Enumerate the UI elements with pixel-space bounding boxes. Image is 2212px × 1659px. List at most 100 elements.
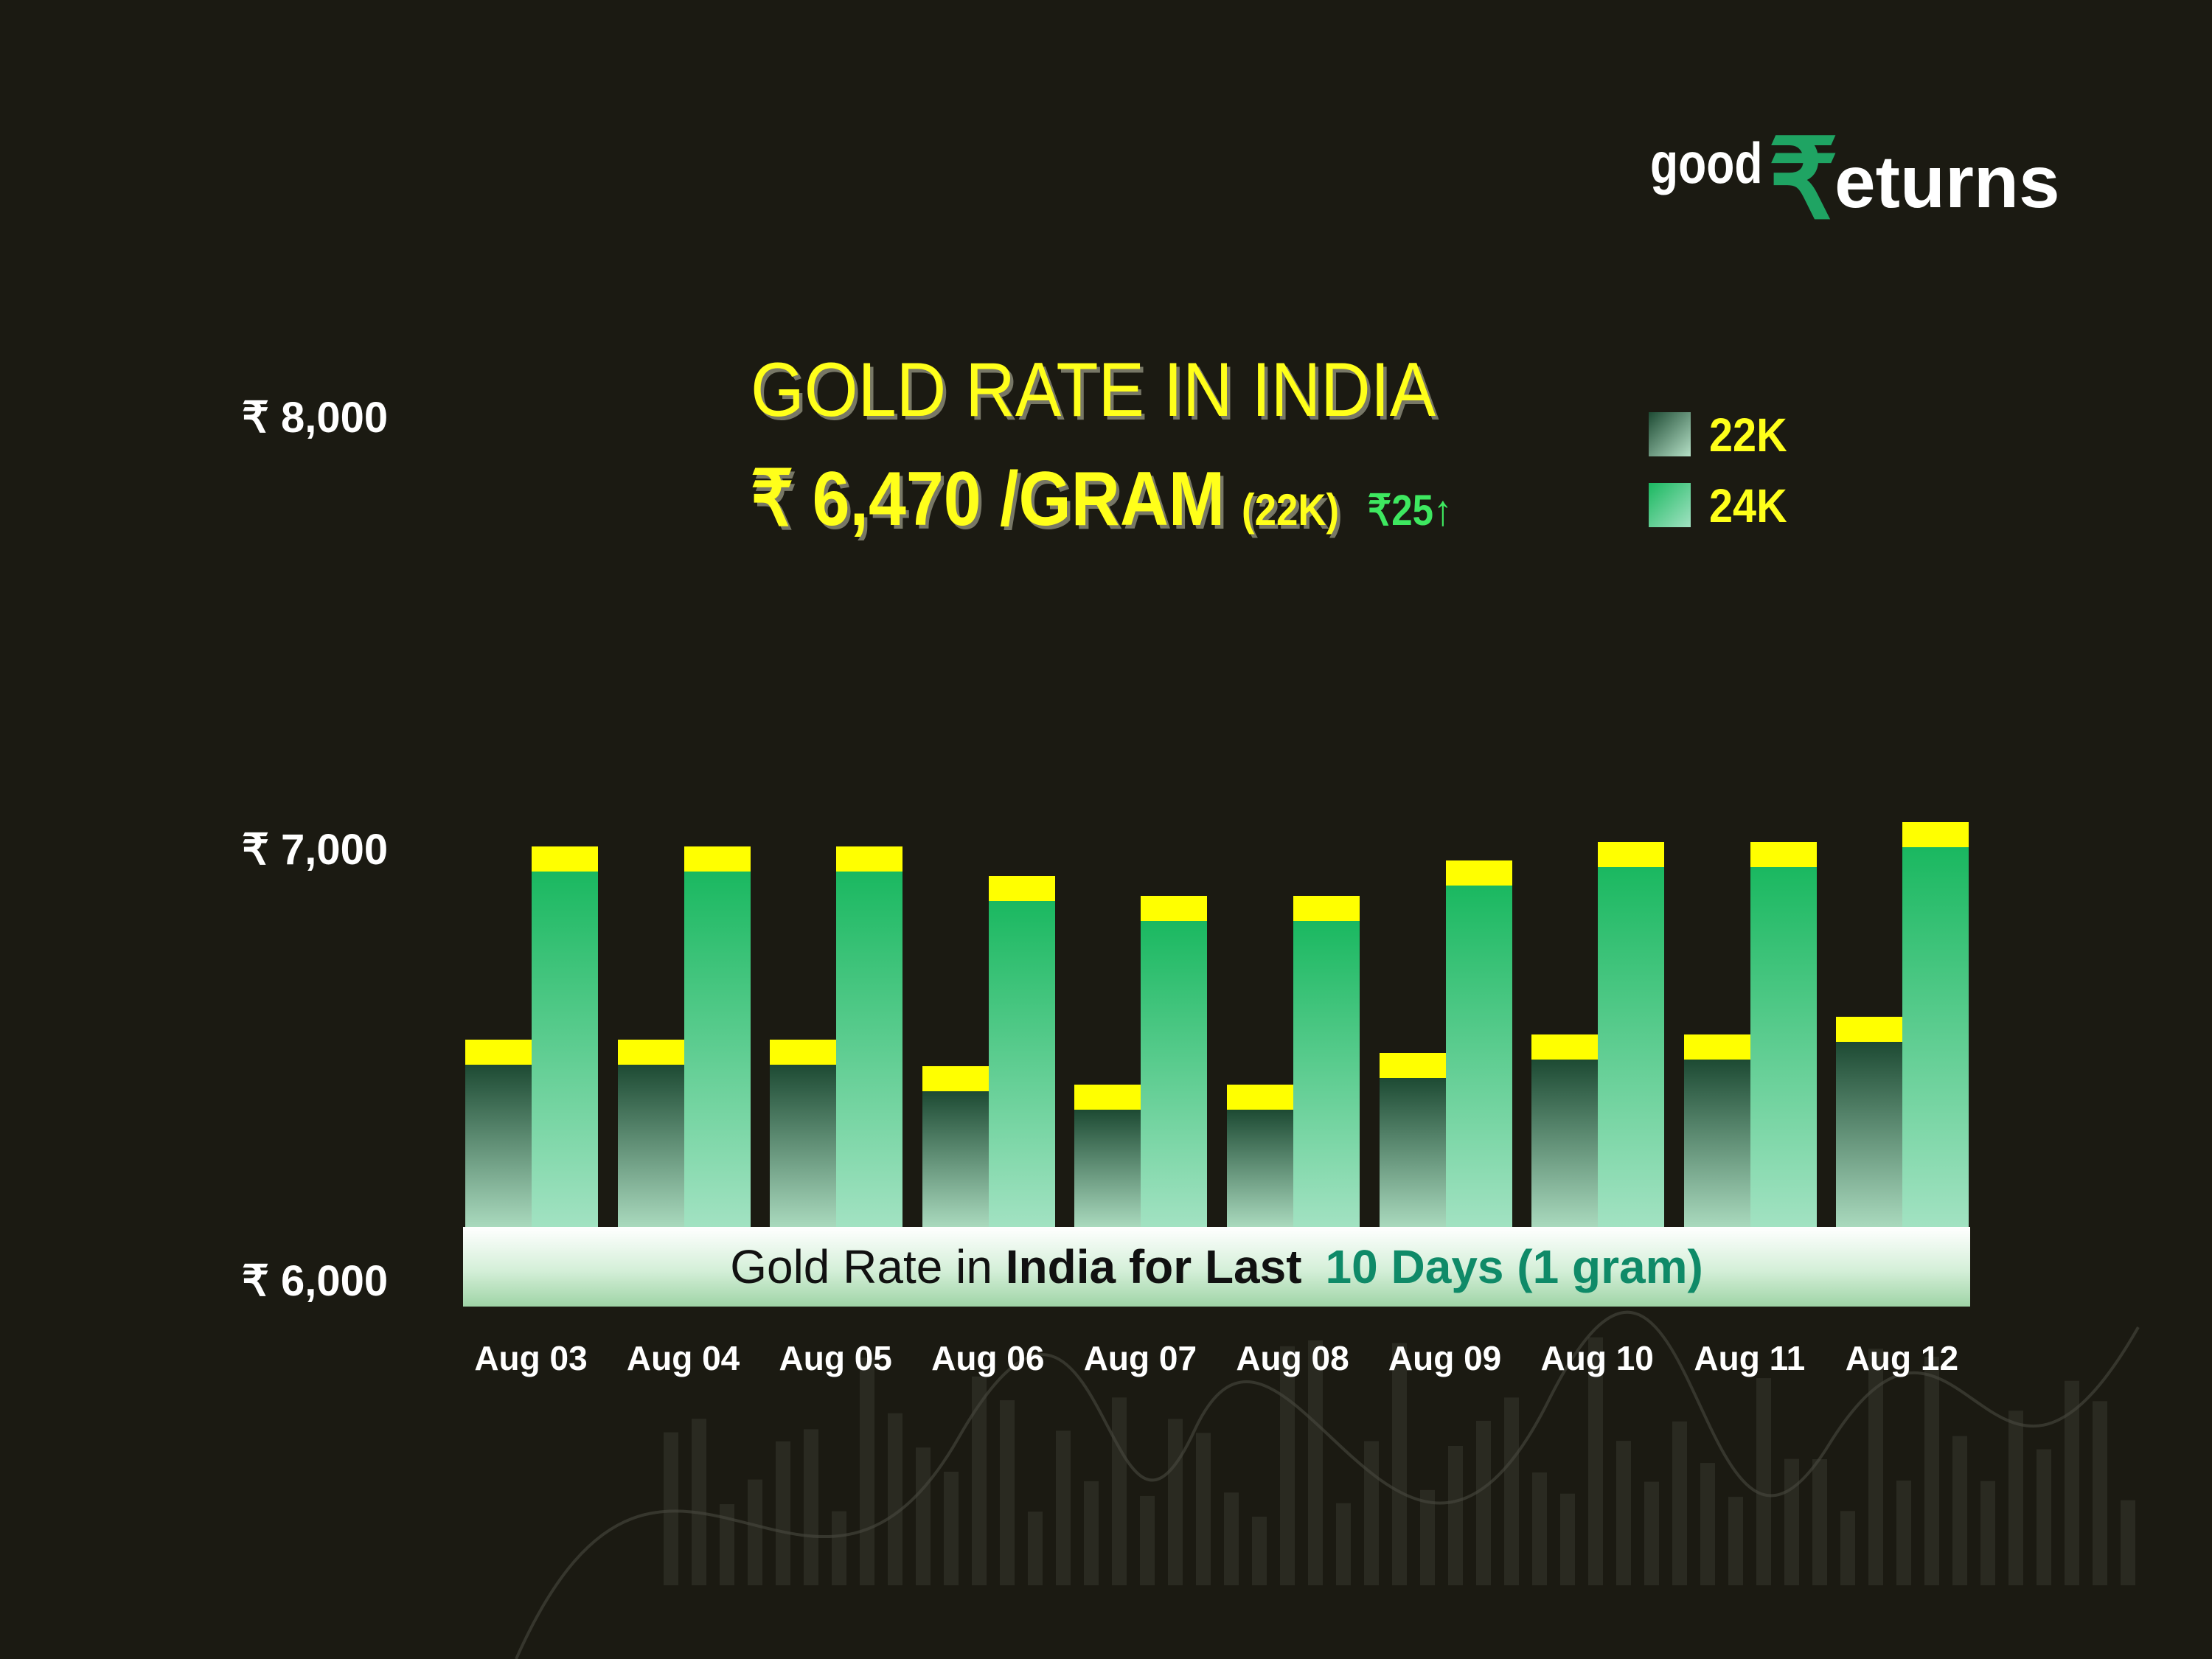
background-bar — [776, 1441, 790, 1585]
bar-cap-22k — [617, 1039, 684, 1065]
background-bar — [2121, 1500, 2135, 1585]
bar-cap-22k — [1227, 1084, 1293, 1110]
background-bar — [1056, 1430, 1071, 1585]
background-bar — [1784, 1458, 1799, 1585]
banner-text-3: 10 Days (1 gram) — [1325, 1240, 1703, 1293]
bar-24k-aug-03 — [532, 871, 598, 1227]
chart-subtitle-banner: Gold Rate in India for Last 10 Days (1 gr… — [463, 1227, 1970, 1307]
background-bar — [888, 1413, 902, 1585]
bar-cap-22k — [1683, 1034, 1750, 1060]
background-bar — [1028, 1512, 1043, 1585]
x-tick-label: Aug 07 — [1083, 1339, 1197, 1377]
bar-cap-24k — [1902, 822, 1969, 847]
background-bar — [1420, 1489, 1435, 1585]
background-bar — [2037, 1449, 2051, 1585]
bar-22k-aug-06 — [922, 1091, 989, 1227]
background-line — [515, 1310, 2140, 1659]
background-bar — [1700, 1463, 1715, 1585]
bar-24k-aug-09 — [1445, 886, 1512, 1227]
bar-22k-aug-11 — [1683, 1060, 1750, 1227]
background-bar — [1980, 1481, 1995, 1585]
bar-cap-24k — [1750, 841, 1817, 867]
current-price: ₹ 6,470 /GRAM — [751, 456, 1225, 542]
x-tick-label: Aug 03 — [474, 1339, 588, 1377]
bar-cap-24k — [836, 846, 903, 872]
x-tick-label: Aug 12 — [1845, 1339, 1959, 1377]
background-bar — [1392, 1343, 1407, 1585]
bar-24k-aug-11 — [1750, 866, 1817, 1227]
background-bar — [748, 1479, 762, 1585]
legend-label-22k: 22K — [1709, 408, 1787, 462]
background-bar — [1280, 1346, 1295, 1585]
background-bar — [1224, 1492, 1239, 1585]
legend-swatch-24k — [1649, 483, 1691, 527]
legend-label-24k: 24K — [1709, 479, 1787, 532]
background-bar — [1756, 1378, 1771, 1585]
background-bar — [916, 1447, 931, 1585]
bar-24k-aug-05 — [836, 871, 903, 1227]
x-tick-label: Aug 06 — [931, 1339, 1045, 1377]
bar-24k-aug-06 — [988, 901, 1055, 1227]
background-bar — [1588, 1337, 1603, 1585]
x-tick-label: Aug 04 — [626, 1339, 740, 1377]
background-bar — [1812, 1458, 1827, 1585]
bar-cap-22k — [1074, 1084, 1141, 1110]
bar-cap-24k — [1293, 896, 1360, 922]
bar-cap-22k — [770, 1039, 837, 1065]
bar-cap-24k — [1598, 841, 1665, 867]
bar-cap-24k — [988, 876, 1055, 902]
y-tick-6000: ₹ 6,000 — [242, 1257, 389, 1305]
background-bar — [1672, 1421, 1687, 1585]
price-karat: (22K) — [1242, 485, 1340, 535]
background-bar — [1644, 1481, 1659, 1585]
bar-24k-aug-08 — [1293, 921, 1360, 1227]
background-bar — [2093, 1401, 2107, 1585]
background-bar — [1504, 1397, 1519, 1585]
background-bar — [804, 1429, 818, 1585]
bar-cap-24k — [684, 846, 751, 872]
background-bar — [1000, 1400, 1015, 1585]
bar-24k-aug-10 — [1598, 866, 1665, 1227]
bar-cap-24k — [1141, 896, 1208, 922]
background-bar — [972, 1376, 987, 1585]
background-bar — [1364, 1441, 1379, 1585]
background-bar — [860, 1357, 874, 1585]
bar-22k-aug-08 — [1227, 1109, 1293, 1227]
background-bar — [1336, 1503, 1351, 1585]
background-bar — [1952, 1436, 1967, 1585]
bar-cap-22k — [465, 1039, 532, 1065]
bar-cap-22k — [1379, 1052, 1446, 1078]
bar-cap-22k — [1531, 1034, 1599, 1060]
x-tick-label: Aug 08 — [1236, 1339, 1349, 1377]
background-bar — [1168, 1419, 1183, 1585]
bar-22k-aug-03 — [465, 1064, 532, 1227]
banner-text-2: India for Last — [1005, 1240, 1302, 1293]
background-bar — [1112, 1397, 1127, 1585]
bar-22k-aug-10 — [1531, 1060, 1599, 1227]
background-bar — [1924, 1357, 1939, 1585]
background-bar — [664, 1432, 678, 1585]
bar-22k-aug-07 — [1074, 1109, 1141, 1227]
goodreturns-logo: good ₹ eturns — [1650, 117, 2060, 241]
background-bar — [1840, 1511, 1855, 1585]
banner-text-1: Gold Rate in — [730, 1240, 1006, 1293]
background-bar — [1616, 1441, 1631, 1585]
price-line: ₹ 6,470 /GRAM (22K) ₹25↑ — [751, 453, 1453, 543]
bar-22k-aug-04 — [617, 1064, 684, 1227]
y-tick-8000: ₹ 8,000 — [242, 394, 389, 442]
background-bar — [1448, 1445, 1463, 1585]
bar-cap-22k — [922, 1066, 989, 1092]
x-tick-label: Aug 11 — [1694, 1339, 1806, 1377]
chart-title: GOLD RATE IN INDIA — [751, 347, 1436, 433]
background-bar — [720, 1503, 734, 1585]
background-bar — [1196, 1433, 1211, 1585]
background-bar — [692, 1419, 706, 1585]
x-tick-label: Aug 09 — [1388, 1339, 1502, 1377]
bar-cap-22k — [1836, 1017, 1903, 1042]
background-bar — [2065, 1380, 2079, 1585]
background-bar — [1728, 1497, 1743, 1585]
background-bar — [1252, 1516, 1267, 1585]
x-tick-label: Aug 10 — [1540, 1339, 1654, 1377]
bar-24k-aug-04 — [684, 871, 751, 1227]
